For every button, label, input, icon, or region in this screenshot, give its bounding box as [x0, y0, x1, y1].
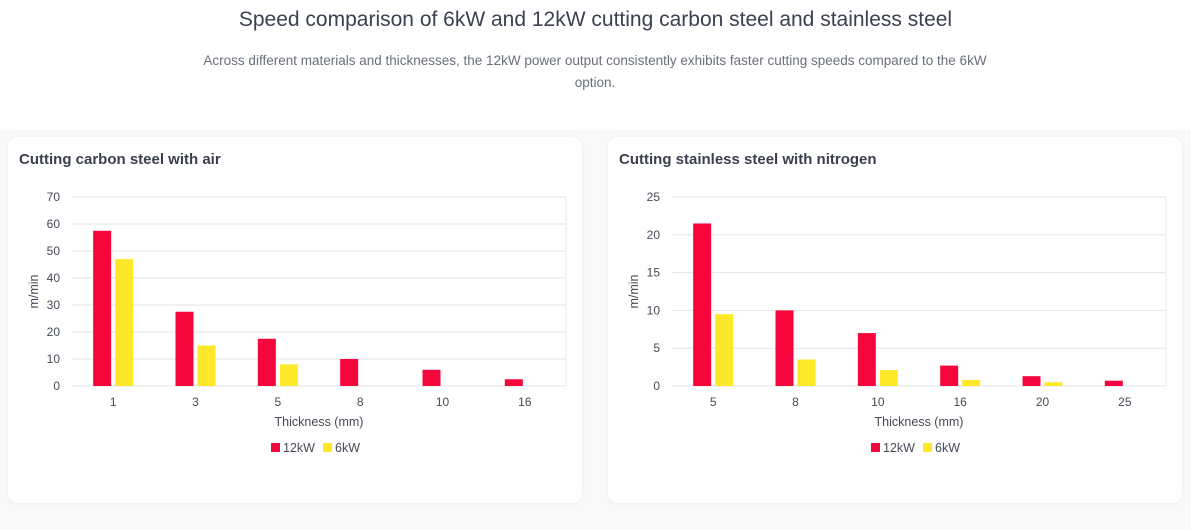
- legend-label-6kW[interactable]: 6kW: [935, 441, 960, 455]
- x-tick-label: 5: [274, 395, 281, 409]
- bar-12kW-16[interactable]: [504, 379, 523, 386]
- bar-6kW-10[interactable]: [879, 370, 898, 386]
- bar-6kW-20[interactable]: [1044, 382, 1063, 386]
- bar-12kW-1[interactable]: [93, 230, 112, 386]
- x-tick-label: 20: [1036, 395, 1050, 409]
- bar-chart-stainless-steel: 0 5 10 15 20 25 5 8 10 16 20 25 Thickness (mm) m/min 1…: [627, 190, 1167, 455]
- bar-12kW-16[interactable]: [940, 365, 959, 386]
- legend-swatch-12kW: [871, 443, 880, 452]
- y-tick-label: 25: [647, 190, 661, 204]
- x-tick-label: 5: [710, 395, 717, 409]
- x-tick-label: 8: [357, 395, 364, 409]
- y-tick-label: 0: [653, 379, 660, 393]
- y-tick-label: 30: [47, 298, 61, 312]
- y-tick-label: 10: [47, 352, 61, 366]
- y-tick-label: 0: [53, 379, 60, 393]
- x-tick-label: 1: [110, 395, 117, 409]
- bar-6kW-5[interactable]: [279, 364, 298, 386]
- bar-12kW-3[interactable]: [175, 311, 194, 386]
- bar-6kW-5[interactable]: [715, 314, 734, 386]
- y-tick-label: 5: [653, 341, 660, 355]
- bar-6kW-1[interactable]: [115, 259, 134, 386]
- legend-label-12kW[interactable]: 12kW: [283, 441, 315, 455]
- x-tick-label: 10: [871, 395, 885, 409]
- chart-card-stainless-steel: Cutting stainless steel with nitrogen 0 5…: [608, 137, 1182, 503]
- bar-12kW-10[interactable]: [857, 333, 876, 386]
- y-tick-label: 20: [47, 325, 61, 339]
- y-tick-label: 20: [647, 228, 661, 242]
- x-axis-title: Thickness (mm): [875, 415, 964, 429]
- x-tick-label: 3: [192, 395, 199, 409]
- x-tick-label: 10: [436, 395, 450, 409]
- page-title: Speed comparison of 6kW and 12kW cutting…: [238, 8, 953, 31]
- page-subtitle: Across different materials and thickness…: [203, 53, 987, 90]
- legend-swatch-6kW: [923, 443, 932, 452]
- x-tick-label: 16: [953, 395, 967, 409]
- chart-card-carbon-steel: Cutting carbon steel with air 0 10 20 30 40 5…: [8, 137, 582, 503]
- legend-label-12kW[interactable]: 12kW: [883, 441, 915, 455]
- x-tick-label: 8: [792, 395, 799, 409]
- y-tick-label: 10: [647, 303, 661, 317]
- y-axis-title: m/min: [627, 274, 641, 308]
- bar-6kW-8[interactable]: [797, 359, 816, 386]
- bar-12kW-25[interactable]: [1104, 380, 1123, 386]
- bar-12kW-5[interactable]: [257, 338, 276, 386]
- bar-12kW-5[interactable]: [693, 223, 712, 386]
- chart-title: Cutting stainless steel with nitrogen: [619, 151, 877, 168]
- x-tick-label: 16: [518, 395, 532, 409]
- y-tick-label: 50: [47, 244, 61, 258]
- bar-chart-carbon-steel: 0 10 20 30 40 50 60 70 1 3 5 8 10 16 Thickness (mm) m/m…: [27, 190, 567, 455]
- page-header: Speed comparison of 6kW and 12kW cutting…: [0, 0, 1191, 130]
- bar-12kW-8[interactable]: [775, 310, 794, 386]
- bar-12kW-8[interactable]: [340, 359, 359, 386]
- legend-swatch-6kW: [323, 443, 332, 452]
- bar-6kW-3[interactable]: [197, 345, 216, 387]
- y-tick-label: 60: [47, 217, 61, 231]
- chart-title: Cutting carbon steel with air: [19, 151, 221, 168]
- bar-12kW-20[interactable]: [1022, 376, 1041, 386]
- y-axis-title: m/min: [27, 274, 41, 308]
- legend-label-6kW[interactable]: 6kW: [335, 441, 360, 455]
- legend-swatch-12kW: [271, 443, 280, 452]
- bar-12kW-10[interactable]: [422, 369, 441, 386]
- y-tick-label: 70: [47, 190, 61, 204]
- y-tick-label: 15: [647, 266, 661, 280]
- x-tick-label: 25: [1118, 395, 1132, 409]
- bar-6kW-16[interactable]: [962, 379, 981, 386]
- y-tick-label: 40: [47, 271, 61, 285]
- x-axis-title: Thickness (mm): [275, 415, 364, 429]
